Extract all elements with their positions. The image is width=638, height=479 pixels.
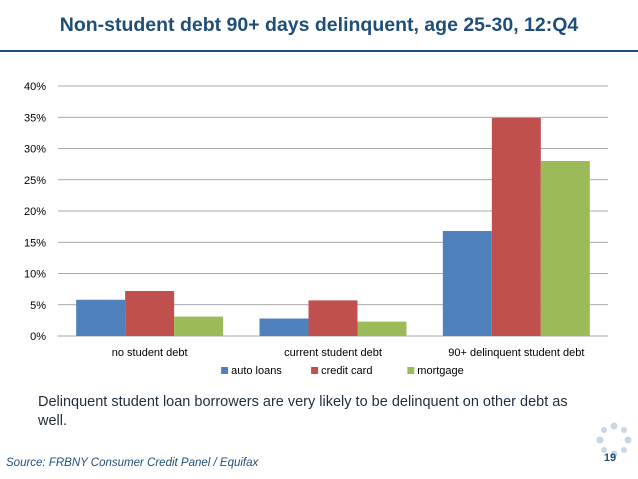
- y-tick-label: 30%: [24, 144, 46, 156]
- y-tick-label: 20%: [24, 206, 46, 218]
- y-tick-label: 40%: [24, 81, 46, 93]
- bar-auto-loans: [76, 299, 126, 336]
- legend-swatch: [407, 367, 415, 374]
- source-note: Source: FRBNY Consumer Credit Panel / Eq…: [6, 457, 259, 469]
- y-tick-label: 35%: [24, 112, 46, 124]
- y-tick-label: 10%: [24, 269, 46, 281]
- bar-mortgage: [174, 316, 224, 336]
- bar-credit-card: [491, 117, 541, 336]
- x-tick-label: 90+ delinquent student debt: [448, 347, 584, 359]
- legend-swatch: [311, 367, 319, 374]
- y-tick-label: 0%: [30, 331, 46, 343]
- y-tick-label: 15%: [24, 237, 46, 249]
- bar-credit-card: [125, 291, 175, 336]
- bar-chart: 0% 5% 10% 15% 20% 25% 30% 35% 40% no student debt…: [24, 81, 608, 377]
- legend-label: mortgage: [417, 365, 463, 377]
- legend-label: credit card: [321, 365, 372, 377]
- frbny-logo-icon: [596, 422, 632, 458]
- title-rule: [0, 50, 638, 52]
- slide-caption: Delinquent student loan borrowers are ve…: [38, 394, 568, 429]
- x-tick-label: current student debt: [284, 347, 382, 359]
- bar-credit-card: [308, 300, 358, 336]
- page-number: 19: [603, 452, 617, 464]
- y-tick-label: 25%: [24, 175, 46, 187]
- bar-mortgage: [540, 161, 590, 336]
- legend-swatch: [221, 367, 229, 374]
- chart-title: Non-student debt 90+ days delinquent, ag…: [59, 14, 579, 36]
- legend-label: auto loans: [231, 365, 282, 377]
- x-tick-label: no student debt: [112, 347, 188, 359]
- bar-auto-loans: [442, 231, 492, 336]
- bar-auto-loans: [259, 318, 309, 336]
- bar-mortgage: [357, 321, 407, 336]
- y-tick-label: 5%: [30, 300, 46, 312]
